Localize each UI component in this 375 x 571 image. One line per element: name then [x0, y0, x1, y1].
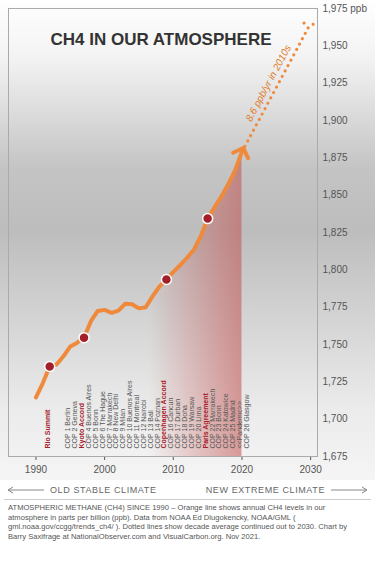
svg-text:1,900: 1,900 — [323, 115, 348, 126]
html-text:ATMOSPHERIC METHANE (CH4) SINC: ATMOSPHERIC METHANE (CH4) SINCE 1990 – O… — [8, 503, 347, 541]
svg-text:<<Pandemic>>: <<Pandemic>> — [236, 401, 243, 449]
svg-text:2000: 2000 — [94, 464, 117, 475]
svg-text:COP 26 Glasgow: COP 26 Glasgow — [243, 394, 251, 449]
svg-text:COP 1 Berlin: COP 1 Berlin — [64, 407, 72, 449]
svg-text:COP 6 The Hague: COP 6 The Hague — [98, 391, 106, 449]
svg-text:COP 11 Montreal: COP 11 Montreal — [133, 395, 140, 449]
svg-text:2030: 2030 — [300, 464, 323, 475]
svg-text:1,750: 1,750 — [323, 339, 348, 350]
svg-text:COP 25 Madrid: COP 25 Madrid — [229, 400, 237, 449]
svg-text:2020: 2020 — [231, 464, 254, 475]
svg-text:1,700: 1,700 — [323, 413, 348, 424]
svg-text:COP 8 New Delhi: COP 8 New Delhi — [112, 393, 120, 449]
html-text:NEW EXTREME CLIMATE: NEW EXTREME CLIMATE — [205, 485, 325, 495]
svg-text:COP 2 Geneva: COP 2 Geneva — [71, 401, 79, 449]
svg-text:1,850: 1,850 — [323, 189, 348, 200]
svg-text:1,775: 1,775 — [323, 301, 348, 312]
svg-text:COP 19 Warsaw: COP 19 Warsaw — [187, 396, 195, 449]
svg-text:COP 23 Bonn: COP 23 Bonn — [215, 405, 223, 449]
svg-text:COP 16 Cancun: COP 16 Cancun — [167, 397, 175, 449]
svg-text:COP 4 Buenos Aires: COP 4 Buenos Aires — [84, 384, 92, 449]
svg-text:1,675: 1,675 — [323, 451, 348, 462]
svg-text:COP 20 Lima: COP 20 Lima — [194, 406, 202, 449]
svg-text:2010: 2010 — [162, 464, 185, 475]
svg-text:COP 10 Buenos Aires: COP 10 Buenos Aires — [126, 380, 134, 449]
svg-text:8.6 ppb/yr in 2010s: 8.6 ppb/yr in 2010s — [243, 43, 293, 123]
svg-text:1,875: 1,875 — [323, 152, 348, 163]
svg-text:1,925: 1,925 — [323, 77, 348, 88]
svg-text:COP 7 Marrakech: COP 7 Marrakech — [105, 392, 113, 449]
svg-text:Paris Agreement: Paris Agreement — [202, 392, 210, 448]
svg-text:CH4 IN OUR ATMOSPHERE: CH4 IN OUR ATMOSPHERE — [51, 30, 272, 49]
html-text:OLD STABLE CLIMATE: OLD STABLE CLIMATE — [50, 485, 157, 495]
svg-text:1,950: 1,950 — [323, 40, 348, 51]
svg-text:COP 9 Milan: COP 9 Milan — [119, 408, 127, 449]
svg-text:COP 12 Nairobi: COP 12 Nairobi — [139, 399, 147, 449]
svg-text:Rio Summit: Rio Summit — [44, 409, 51, 449]
svg-text:1,800: 1,800 — [323, 264, 348, 275]
svg-text:COP 14 Poznan: COP 14 Poznan — [153, 398, 161, 449]
svg-text:1,975 ppb: 1,975 ppb — [323, 3, 368, 14]
svg-text:COP 18 Doha: COP 18 Doha — [181, 405, 188, 449]
svg-text:1,825: 1,825 — [323, 227, 348, 238]
svg-text:COP 17 Durban: COP 17 Durban — [174, 398, 182, 449]
svg-text:COP 5 Bonn: COP 5 Bonn — [91, 409, 99, 449]
svg-text:COP 13 Bali: COP 13 Bali — [146, 410, 154, 449]
svg-text:COP 24 Katowice: COP 24 Katowice — [222, 393, 230, 449]
svg-text:Copenhagen Accord: Copenhagen Accord — [160, 380, 168, 448]
svg-text:1990: 1990 — [25, 464, 48, 475]
svg-text:1,725: 1,725 — [323, 376, 348, 387]
svg-text:Kyoto Accord: Kyoto Accord — [78, 403, 86, 449]
svg-text:COP 22 Marrakech: COP 22 Marrakech — [208, 388, 216, 449]
